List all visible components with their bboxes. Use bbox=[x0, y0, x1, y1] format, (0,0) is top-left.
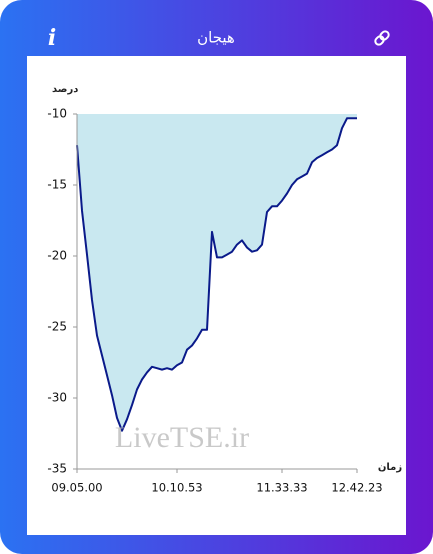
x-axis-label: زمان bbox=[378, 462, 402, 473]
y-tick-label: -35 bbox=[47, 462, 67, 476]
y-tick-label: -15 bbox=[47, 178, 67, 192]
link-button[interactable] bbox=[374, 30, 390, 46]
header-title: هیجان bbox=[197, 29, 235, 47]
y-tick-label: -30 bbox=[47, 391, 67, 405]
x-tick-label: 11.33.33 bbox=[256, 481, 307, 495]
plot: -10 -15 -20 -25 -30 -35 09.05.00 10.10.53 11.33.… bbox=[47, 107, 382, 495]
y-tick-label: -20 bbox=[47, 249, 67, 263]
watermark: LiveTSE.ir bbox=[115, 421, 249, 454]
line bbox=[76, 117, 357, 432]
y-tick-label: -10 bbox=[47, 107, 67, 121]
info-button[interactable]: i bbox=[48, 25, 56, 51]
x-tick-label: 10.10.53 bbox=[151, 481, 202, 495]
y-axis-label: درصد bbox=[52, 84, 78, 95]
x-tick-label: 12.42.23 bbox=[331, 481, 382, 495]
y-tick-label: -25 bbox=[47, 320, 67, 334]
x-tick-label: 09.05.00 bbox=[51, 481, 102, 495]
